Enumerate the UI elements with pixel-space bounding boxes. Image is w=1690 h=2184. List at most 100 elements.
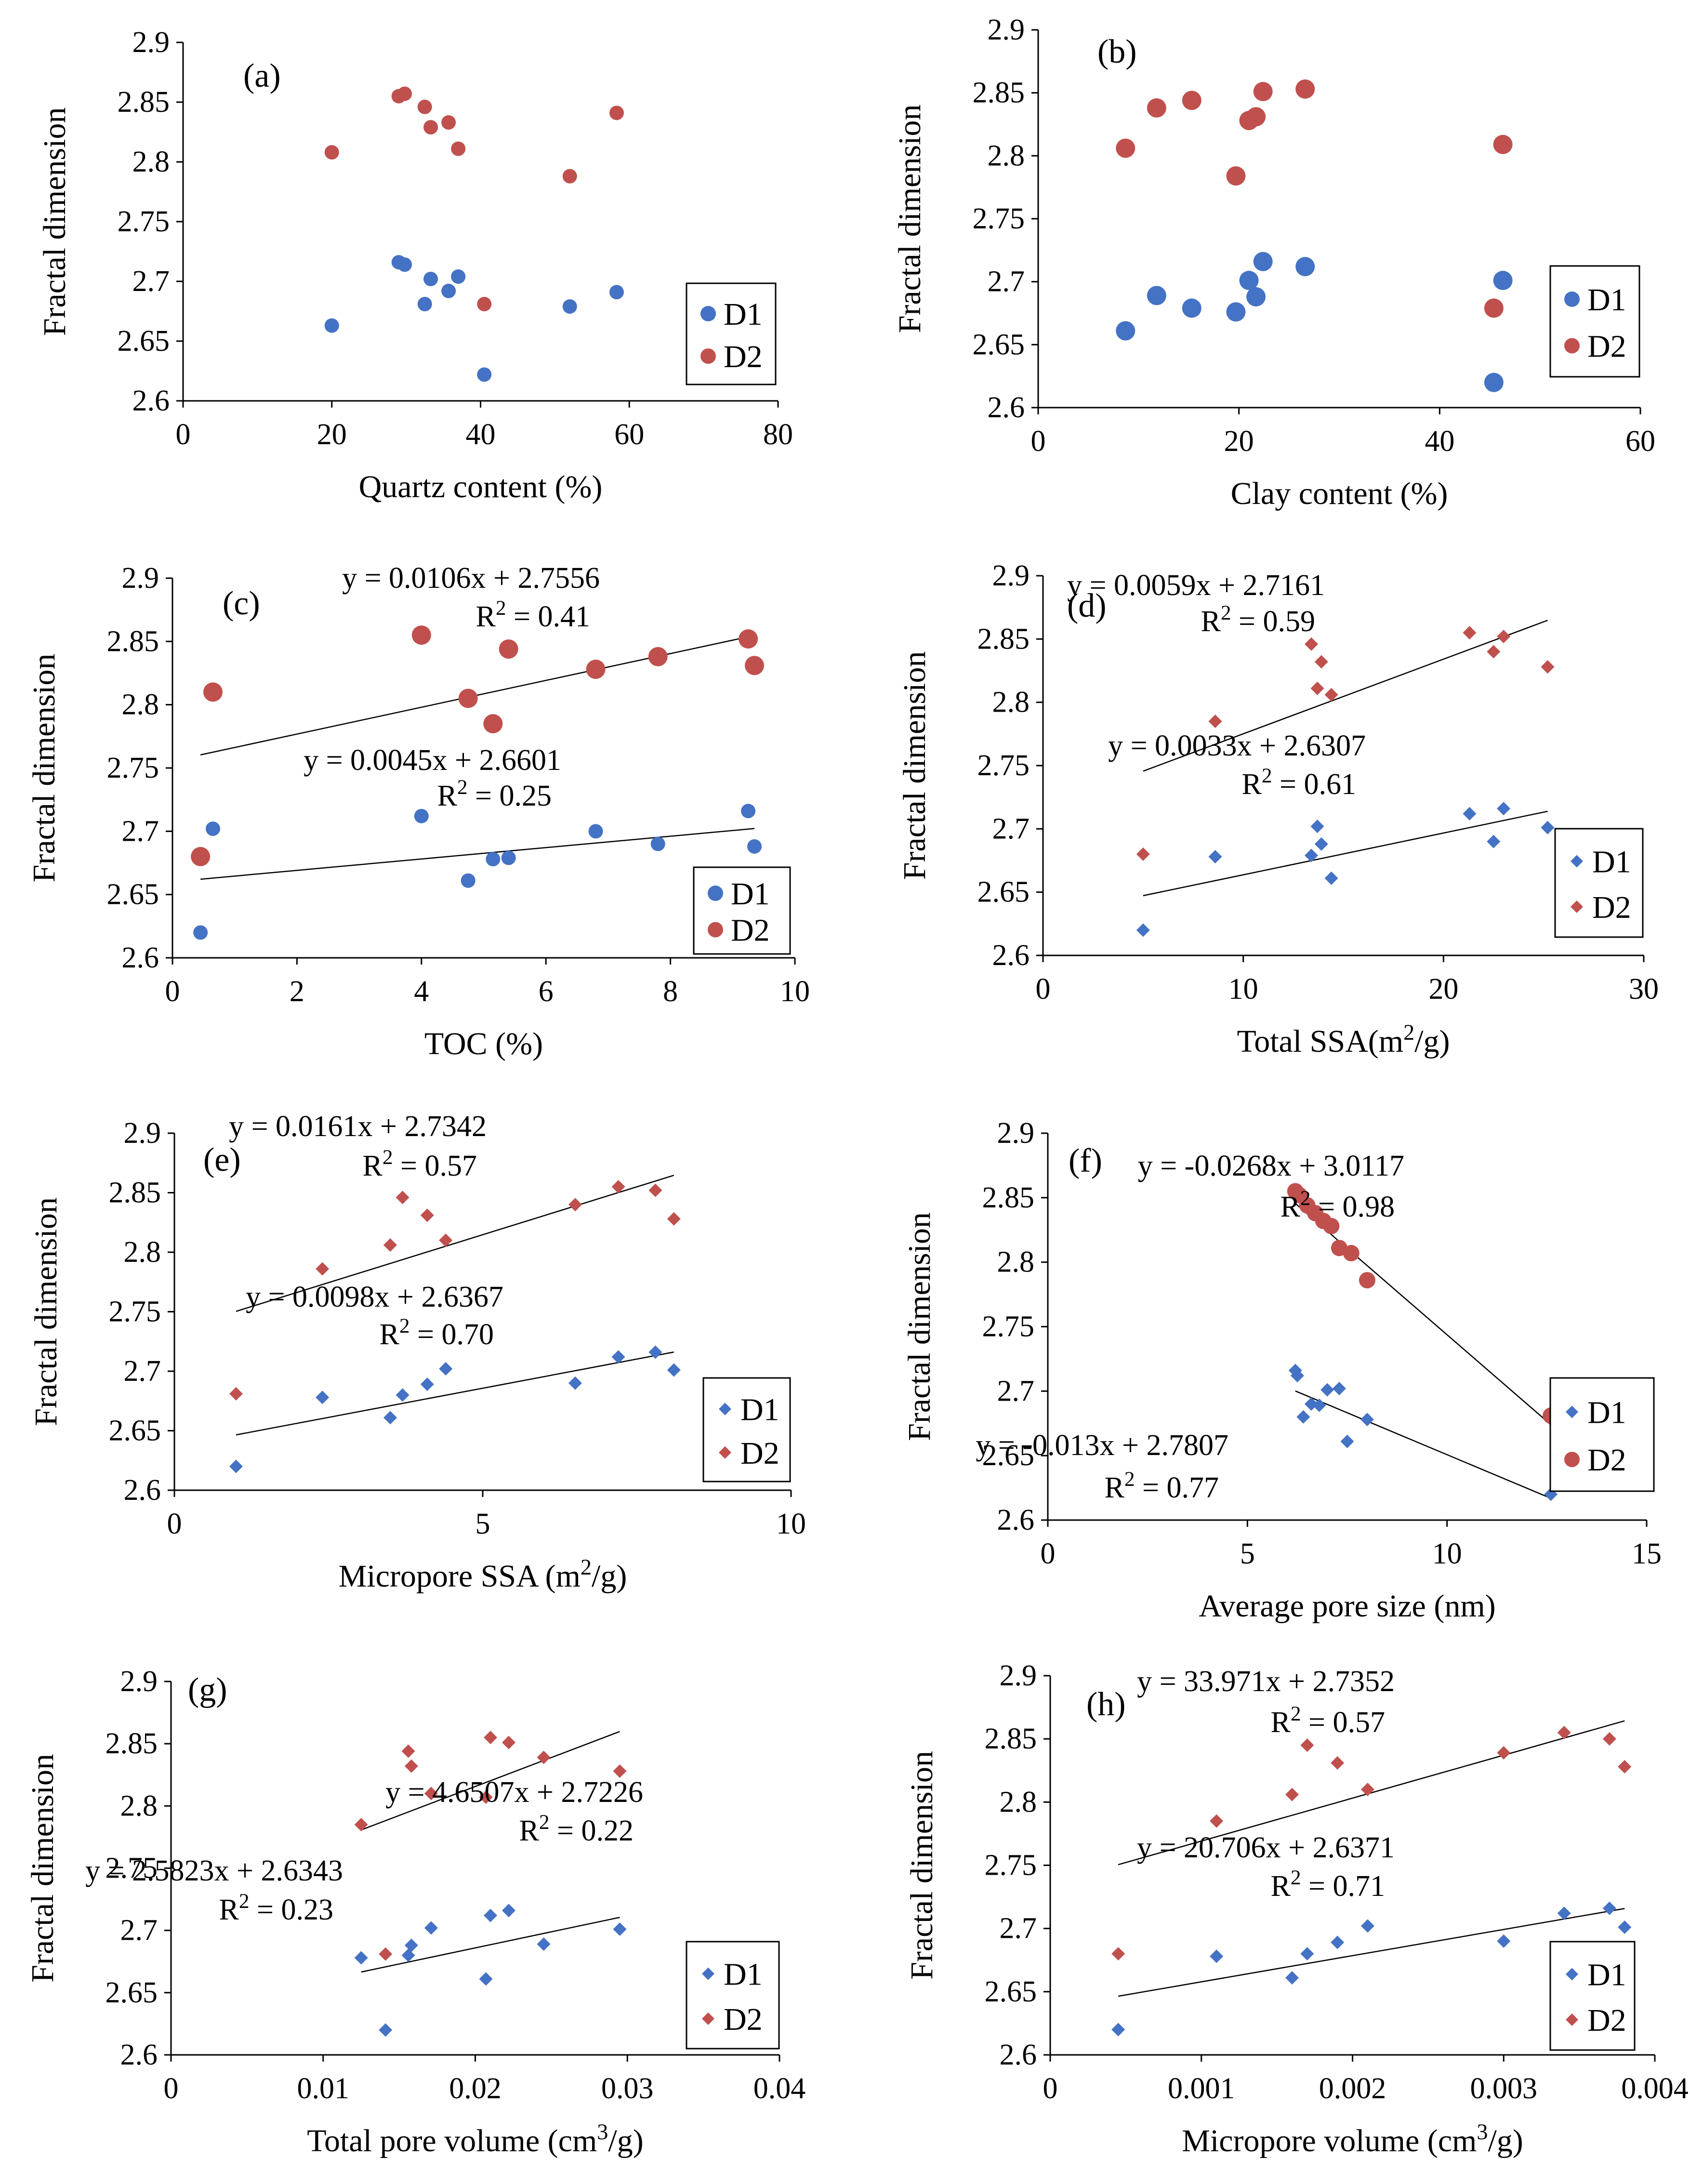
data-point-d1 (1304, 848, 1318, 862)
trendline-r2: R2 = 0.25 (437, 776, 552, 812)
data-point-d1 (611, 1350, 625, 1364)
x-tick-label: 40 (1425, 425, 1454, 458)
data-point-d1 (741, 804, 756, 819)
data-point-d1 (477, 367, 492, 382)
data-point-d1 (423, 272, 438, 287)
x-tick-label: 6 (539, 975, 554, 1008)
data-point-d2 (420, 1208, 434, 1222)
data-point-d1 (1484, 372, 1504, 392)
legend-marker-d1 (702, 1967, 714, 1980)
data-point-d1 (1312, 1398, 1326, 1412)
legend-marker-d2 (719, 1446, 731, 1459)
x-tick-label: 5 (475, 1508, 490, 1540)
data-point-d2 (396, 1191, 409, 1205)
data-point-d1 (1497, 1934, 1511, 1948)
y-tick-label: 2.6 (132, 384, 170, 417)
chart-panel-6: 2.6 2.65 2.7 2.75 2.8 2.85 2.9 0 0.01 0.02 0.03 0.0… (25, 1665, 805, 2158)
y-tick-label: 2.7 (122, 815, 159, 847)
data-point-d1 (479, 1972, 493, 1986)
data-point-d1 (417, 297, 432, 312)
y-tick-label: 2.8 (122, 688, 159, 721)
y-tick-label: 2.6 (1000, 2038, 1037, 2071)
data-point-d2 (1285, 1787, 1299, 1801)
data-point-d1 (404, 1938, 418, 1952)
trendline-r2: R2 = 0.98 (1280, 1187, 1395, 1223)
data-point-d2 (739, 629, 758, 649)
legend-marker-d1 (1566, 1405, 1578, 1418)
y-tick-label: 2.9 (132, 26, 170, 59)
data-point-d1 (1324, 871, 1338, 885)
trendline-equation: y = 0.0045x + 2.6601 (304, 744, 561, 777)
legend-label: D1 (740, 1392, 779, 1428)
y-tick-label: 2.8 (120, 1789, 158, 1822)
data-point-d2 (1310, 681, 1324, 695)
y-tick-label: 2.7 (1000, 1912, 1037, 1945)
data-point-d2 (397, 86, 412, 101)
x-tick-label: 0 (165, 975, 180, 1008)
trendline-equation: y = 0.0059x + 2.7161 (1067, 569, 1325, 602)
panel-label: (h) (1086, 1686, 1126, 1723)
y-tick-label: 2.65 (977, 876, 1030, 909)
data-point-d1 (648, 1345, 662, 1359)
x-tick-label: 0.003 (1470, 2072, 1538, 2105)
x-tick-label: 0.004 (1621, 2072, 1689, 2105)
data-point-d1 (562, 299, 577, 314)
data-point-d1 (316, 1390, 330, 1404)
legend-marker-d1 (1564, 291, 1580, 307)
data-point-d2 (424, 1787, 438, 1800)
data-point-d2 (423, 120, 438, 135)
trendline-d2 (361, 1731, 620, 1831)
x-tick-label: 0 (176, 418, 191, 451)
trendline-equation: y = 20.706x + 2.6371 (1137, 1831, 1395, 1864)
data-point-d2 (404, 1759, 418, 1773)
data-point-d2 (648, 1183, 662, 1197)
x-tick-label: 4 (414, 975, 429, 1008)
y-tick-label: 2.6 (120, 2038, 158, 2071)
trendline-d2 (1118, 1720, 1625, 1866)
x-tick-label: 0.04 (753, 2072, 806, 2105)
data-point-d1 (1557, 1906, 1571, 1920)
y-tick-label: 2.9 (1000, 1659, 1037, 1692)
y-tick-label: 2.65 (982, 1439, 1035, 1472)
data-point-d1 (502, 1904, 515, 1918)
x-tick-label: 0.02 (449, 2072, 502, 2105)
trendline-equation: y = 0.0033x + 2.6307 (1108, 729, 1366, 762)
x-tick-label: 2 (290, 975, 304, 1008)
data-point-d2 (1300, 1738, 1314, 1752)
x-axis-title: Clay content (%) (1231, 476, 1448, 511)
legend-marker-d2 (1566, 2013, 1578, 2026)
y-tick-label: 2.75 (985, 1849, 1037, 1882)
x-axis-title: Average pore size (nm) (1199, 1588, 1495, 1624)
chart-panel-5: 2.6 2.65 2.7 2.75 2.8 2.85 2.9 0 5 10 15 Average po… (902, 1117, 1662, 1624)
y-tick-label: 2.9 (992, 559, 1030, 592)
y-axis-title: Fractal dimension (26, 654, 62, 883)
data-point-d2 (499, 639, 518, 659)
y-axis-title: Fractal dimension (28, 1197, 64, 1426)
data-point-d1 (354, 1951, 368, 1965)
legend-label: D2 (740, 1436, 779, 1471)
x-axis-title: TOC (%) (424, 1026, 543, 1061)
data-point-d1 (420, 1377, 434, 1391)
data-point-d1 (1541, 821, 1555, 834)
trendline-d1 (236, 1351, 674, 1436)
data-point-d2 (458, 688, 478, 708)
panel-label: (b) (1097, 33, 1137, 70)
data-point-d2 (1557, 1726, 1571, 1740)
data-point-d2 (1111, 1947, 1125, 1961)
data-point-d1 (537, 1937, 551, 1951)
y-tick-label: 2.9 (997, 1117, 1035, 1150)
y-tick-label: 2.75 (107, 752, 159, 784)
panel-label: (a) (243, 57, 281, 94)
data-point-d2 (1324, 688, 1338, 702)
y-tick-label: 2.8 (132, 146, 170, 178)
data-point-d1 (451, 269, 466, 284)
data-point-d2 (1359, 1272, 1375, 1289)
x-tick-label: 0.03 (601, 2072, 654, 2105)
data-point-d1 (588, 824, 603, 839)
x-tick-label: 8 (663, 975, 678, 1008)
trendline-d1 (200, 828, 755, 880)
data-point-d2 (484, 1731, 498, 1745)
chart-panel-4: 2.6 2.65 2.7 2.75 2.8 2.85 2.9 0 5 10 Micropore SS… (28, 1110, 806, 1594)
trendline-d2 (1294, 1203, 1551, 1425)
